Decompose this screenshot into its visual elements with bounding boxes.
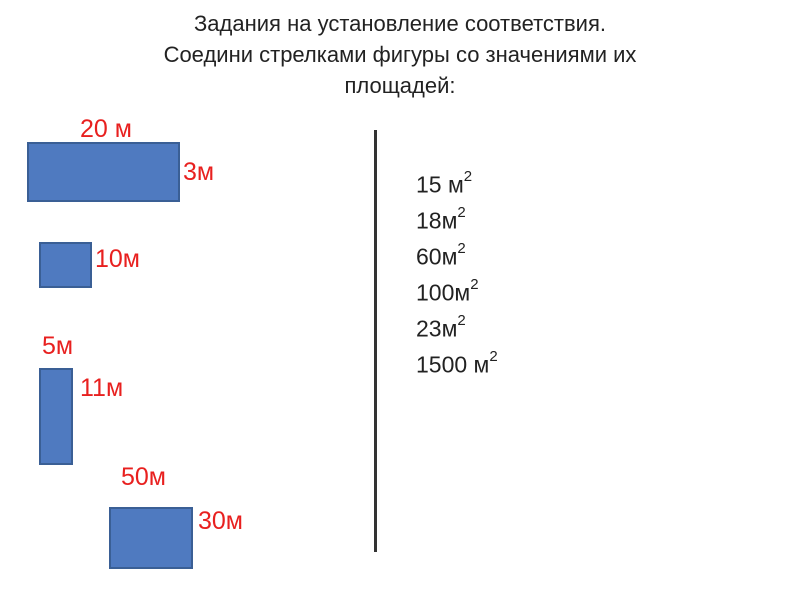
area-answer-4-exponent: 2 <box>470 276 479 293</box>
shape-4-height-label: 30м <box>198 507 243 535</box>
rectangle-shape-4[interactable] <box>109 507 193 569</box>
area-answer-3-value: 60м <box>416 243 458 270</box>
shape-3-height-label: 11м <box>80 374 124 402</box>
task-title: Задания на установление соответствия. Со… <box>0 8 800 101</box>
area-answer-5-exponent: 2 <box>457 312 466 329</box>
shape-1-width-label: 20 м <box>80 115 132 143</box>
rectangle-shape-3[interactable] <box>39 368 73 465</box>
area-answer-2[interactable]: 18м2 <box>416 199 498 235</box>
shape-3-width-label: 5м <box>42 332 74 360</box>
area-answer-2-exponent: 2 <box>457 204 466 221</box>
area-answer-1[interactable]: 15 м2 <box>416 163 498 199</box>
area-answer-6-value: 1500 м <box>416 351 490 378</box>
shape-1-height-label: 3м <box>183 158 215 186</box>
shape-4-width-label: 50м <box>121 463 166 491</box>
area-answer-3[interactable]: 60м2 <box>416 235 498 271</box>
task-title-line-2: Соедини стрелками фигуры со значениями и… <box>163 42 637 67</box>
square-shape-2[interactable] <box>39 242 92 288</box>
area-answer-3-exponent: 2 <box>457 240 466 257</box>
area-answer-2-value: 18м <box>416 207 458 234</box>
shape-2-side-label: 10м <box>95 245 140 273</box>
area-answer-5[interactable]: 23м2 <box>416 307 498 343</box>
area-answer-6[interactable]: 1500 м2 <box>416 343 498 379</box>
area-answer-1-value: 15 м <box>416 171 464 198</box>
area-answer-4-value: 100м <box>416 279 471 306</box>
area-answer-5-value: 23м <box>416 315 458 342</box>
area-answer-1-exponent: 2 <box>463 168 473 185</box>
task-title-line-3: площадей: <box>344 73 456 98</box>
vertical-divider <box>374 130 377 552</box>
area-answer-6-exponent: 2 <box>489 348 498 365</box>
task-title-line-1: Задания на установление соответствия. <box>194 11 606 36</box>
area-answers-list: 15 м2 18м2 60м2 100м2 23м2 1500 м2 <box>416 163 498 379</box>
rectangle-shape-1[interactable] <box>27 142 180 202</box>
area-answer-4[interactable]: 100м2 <box>416 271 498 307</box>
